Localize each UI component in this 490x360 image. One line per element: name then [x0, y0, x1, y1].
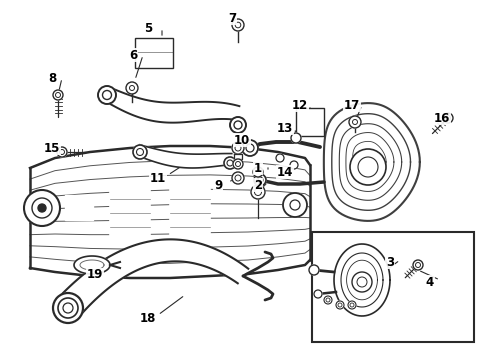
- Circle shape: [348, 301, 356, 309]
- Text: 4: 4: [426, 275, 434, 288]
- Circle shape: [314, 290, 322, 298]
- Text: 6: 6: [129, 49, 137, 62]
- Circle shape: [98, 86, 116, 104]
- Text: 13: 13: [277, 122, 293, 135]
- Text: 3: 3: [386, 256, 394, 269]
- Bar: [296, 108, 324, 136]
- Polygon shape: [324, 103, 420, 221]
- Polygon shape: [136, 145, 232, 168]
- Circle shape: [24, 190, 60, 226]
- Text: 16: 16: [434, 112, 450, 125]
- Circle shape: [133, 145, 147, 159]
- Circle shape: [253, 167, 263, 177]
- Circle shape: [38, 204, 46, 212]
- Circle shape: [336, 301, 344, 309]
- Circle shape: [352, 272, 372, 292]
- Bar: [65, 195, 93, 220]
- Bar: [110, 186, 150, 241]
- Bar: [312, 232, 474, 342]
- Polygon shape: [74, 256, 110, 274]
- Circle shape: [63, 303, 73, 313]
- Circle shape: [309, 265, 319, 275]
- Circle shape: [349, 116, 361, 128]
- Circle shape: [283, 193, 307, 217]
- Circle shape: [232, 172, 244, 184]
- Circle shape: [290, 161, 298, 169]
- Bar: [135, 38, 173, 68]
- Text: 5: 5: [144, 22, 152, 35]
- Circle shape: [233, 159, 243, 169]
- Circle shape: [276, 154, 284, 162]
- Text: 11: 11: [150, 171, 166, 185]
- Circle shape: [413, 260, 423, 270]
- Text: 8: 8: [48, 72, 56, 85]
- Circle shape: [232, 19, 244, 31]
- Text: 9: 9: [214, 179, 222, 192]
- Polygon shape: [30, 146, 310, 278]
- Circle shape: [224, 157, 236, 169]
- Circle shape: [126, 82, 138, 94]
- Circle shape: [53, 90, 63, 100]
- Bar: [234, 154, 242, 159]
- Circle shape: [254, 174, 266, 186]
- Text: 10: 10: [234, 134, 250, 147]
- Text: 18: 18: [140, 311, 156, 324]
- Circle shape: [350, 149, 386, 185]
- Circle shape: [324, 296, 332, 304]
- Text: 14: 14: [277, 166, 293, 179]
- Circle shape: [232, 142, 244, 154]
- Text: 2: 2: [254, 179, 262, 192]
- Circle shape: [57, 147, 67, 157]
- Circle shape: [291, 133, 301, 143]
- Polygon shape: [102, 87, 240, 123]
- Circle shape: [242, 140, 258, 156]
- Bar: [170, 186, 210, 241]
- Text: 15: 15: [44, 141, 60, 154]
- Circle shape: [58, 298, 78, 318]
- Circle shape: [443, 113, 453, 123]
- Text: 12: 12: [292, 99, 308, 112]
- Circle shape: [251, 185, 265, 199]
- Text: 1: 1: [254, 162, 262, 175]
- Polygon shape: [334, 244, 390, 316]
- Polygon shape: [58, 239, 248, 318]
- Text: 19: 19: [87, 269, 103, 282]
- Text: 7: 7: [228, 12, 236, 24]
- Text: 17: 17: [344, 99, 360, 112]
- Circle shape: [53, 293, 83, 323]
- Circle shape: [230, 117, 246, 133]
